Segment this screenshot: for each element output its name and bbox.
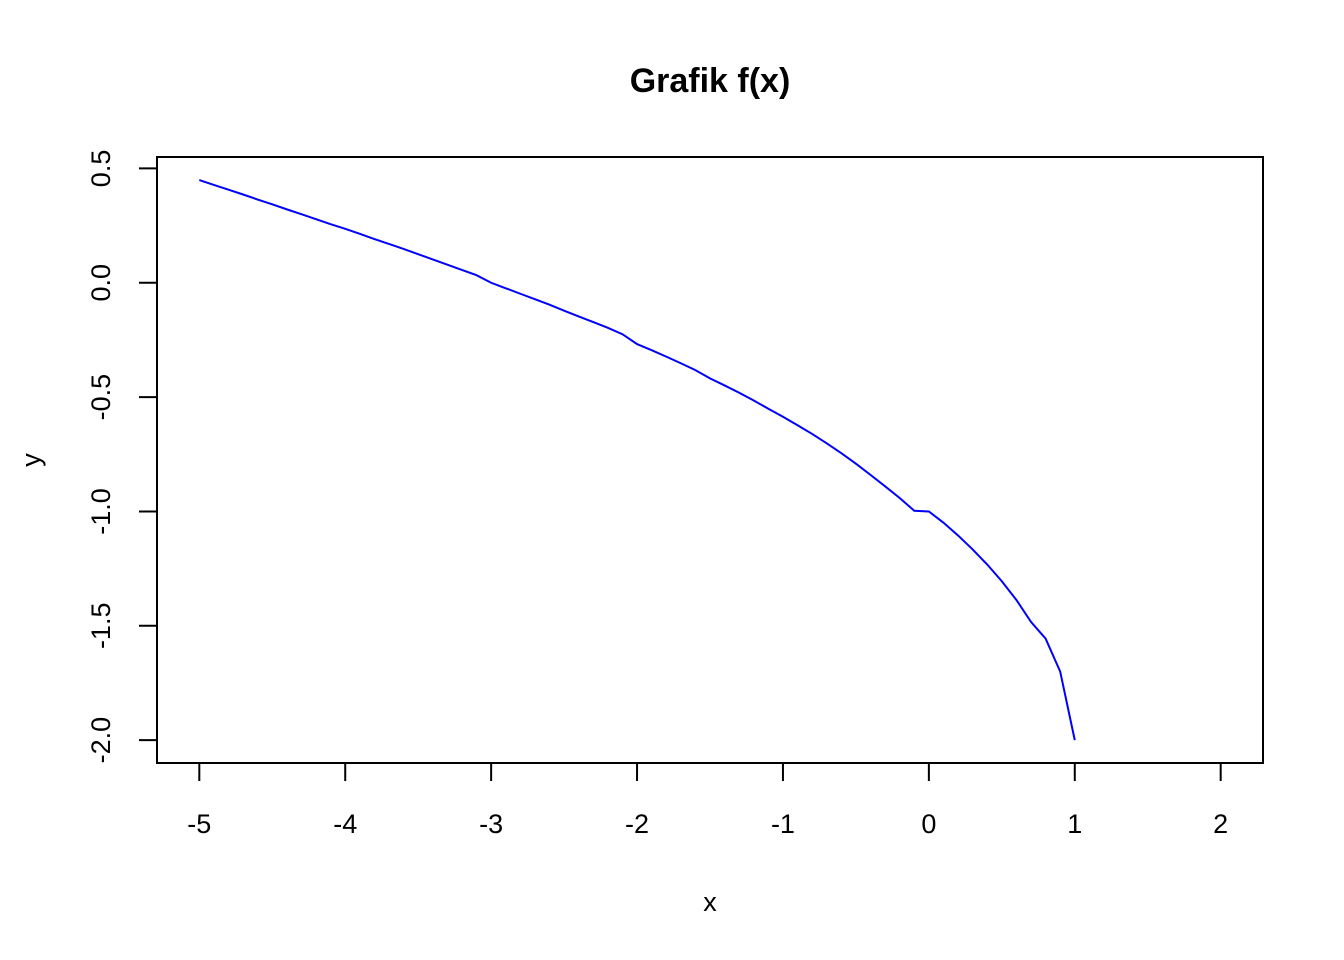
y-tick-label: -1.5 (86, 603, 116, 650)
x-tick-label: 0 (921, 809, 936, 839)
y-tick-label: 0.0 (86, 264, 116, 302)
x-axis: -5 -4 -3 -2 -1 0 1 2 (187, 762, 1228, 839)
y-tick-label: -1.0 (86, 488, 116, 535)
series-line-0 (198, 179, 1076, 741)
series-group (198, 179, 1076, 741)
x-tick-label: -2 (625, 809, 649, 839)
x-tick-label: -3 (479, 809, 503, 839)
x-axis-label: x (703, 887, 717, 917)
y-tick-label: 0.5 (86, 150, 116, 188)
x-tick-label: -1 (771, 809, 795, 839)
x-tick-label: -5 (187, 809, 211, 839)
chart-title: Grafik f(x) (630, 62, 791, 100)
x-tick-label: -4 (333, 809, 357, 839)
y-axis: -2.0 -1.5 -1.0 -0.5 0.0 0.5 (86, 150, 158, 764)
y-tick-label: -2.0 (86, 717, 116, 764)
x-tick-label: 1 (1067, 809, 1082, 839)
y-axis-label: y (16, 453, 46, 467)
x-tick-label: 2 (1213, 809, 1228, 839)
plot-frame (156, 156, 1264, 764)
y-tick-label: -0.5 (86, 374, 116, 421)
